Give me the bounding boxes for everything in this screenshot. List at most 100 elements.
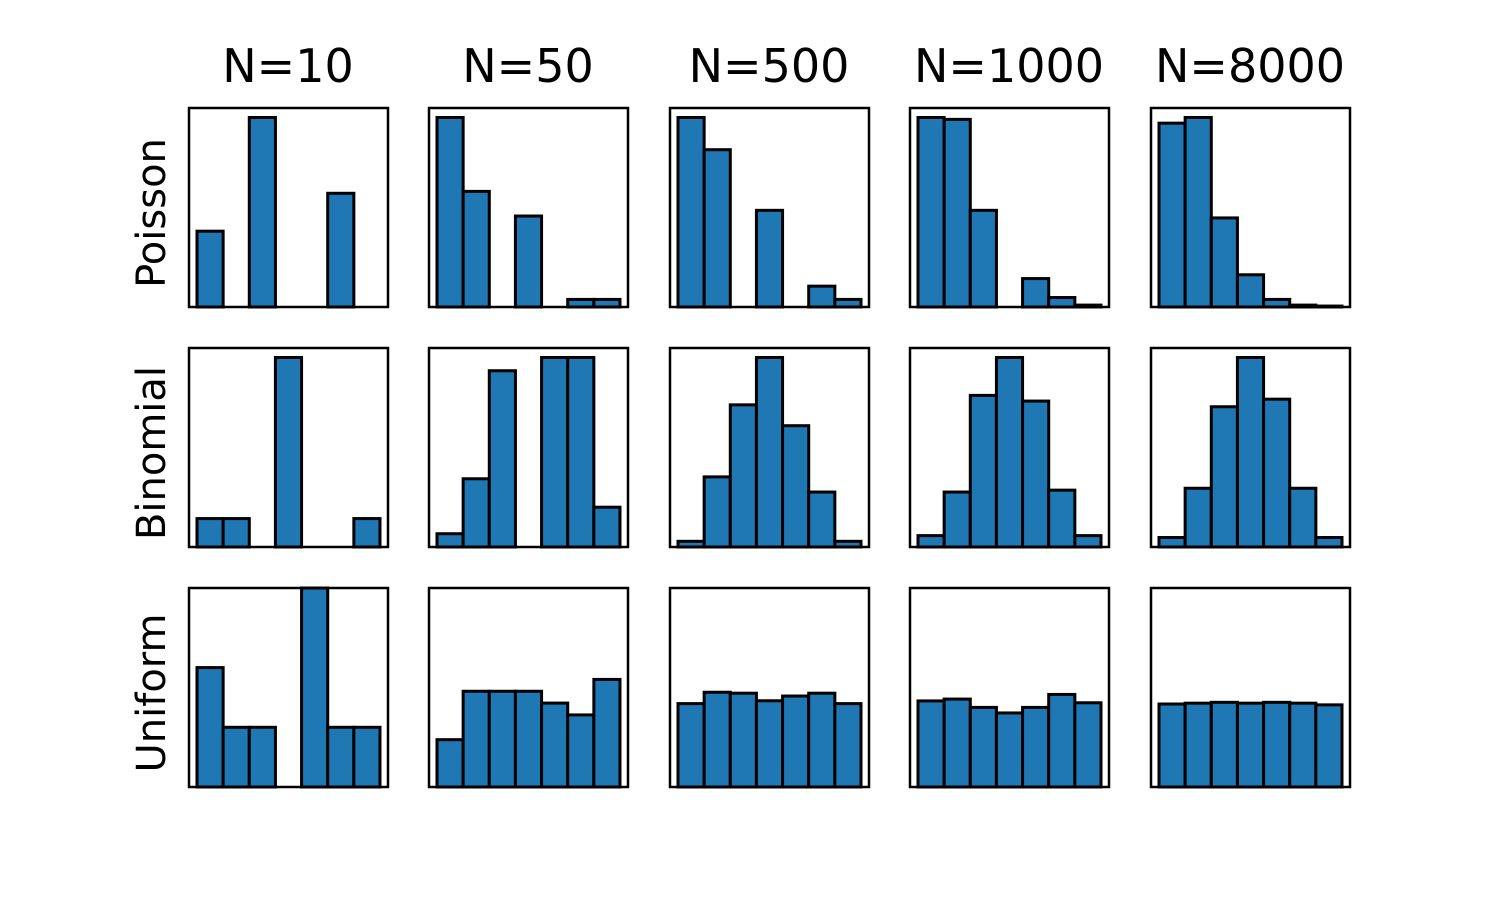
panel-frame xyxy=(1149,586,1352,789)
panel-frame xyxy=(1149,346,1352,549)
histogram-bar xyxy=(1183,701,1213,789)
histogram-bar xyxy=(487,689,517,789)
panel-poisson-n1000 xyxy=(908,106,1111,309)
histogram-bar xyxy=(1314,536,1344,549)
histogram-bar xyxy=(540,701,570,789)
histogram-bar xyxy=(1235,701,1266,789)
panel-binomial-n50 xyxy=(427,346,630,549)
histogram-bar xyxy=(781,694,811,789)
histogram-bar xyxy=(592,505,622,549)
row-label-uniform: Uniform xyxy=(129,613,175,772)
histogram-bar xyxy=(435,738,465,789)
histogram-bar xyxy=(781,424,811,549)
panel-frame xyxy=(668,346,871,549)
column-title-n10: N=10 xyxy=(222,39,354,93)
histogram-bar xyxy=(513,214,544,309)
histogram-bar xyxy=(247,725,277,789)
histogram-bar xyxy=(326,191,356,309)
panel-frame xyxy=(908,586,1111,789)
histogram-bar xyxy=(728,403,758,549)
row-label-binomial: Binomial xyxy=(129,366,175,540)
histogram-bar xyxy=(1021,399,1051,549)
histogram-bar xyxy=(702,690,732,789)
panel-frame xyxy=(427,106,630,309)
column-title-n50: N=50 xyxy=(462,39,594,93)
histogram-bar xyxy=(221,517,251,549)
histogram-bar xyxy=(1314,703,1344,789)
histogram-bar xyxy=(513,689,544,789)
histogram-bar xyxy=(916,534,946,549)
panel-uniform-n50 xyxy=(427,586,630,789)
histogram-bar xyxy=(1235,355,1266,549)
histogram-bar xyxy=(1073,701,1103,789)
histogram-bar xyxy=(221,725,251,789)
histogram-bar xyxy=(195,229,225,309)
histogram-bar xyxy=(326,725,356,789)
histogram-bar xyxy=(968,208,998,309)
histogram-bar xyxy=(1262,397,1292,549)
histogram-bar xyxy=(487,369,517,549)
panel-frame xyxy=(427,586,630,789)
histogram-bar xyxy=(968,393,998,549)
panel-poisson-n500 xyxy=(668,106,871,309)
histogram-bar xyxy=(1157,702,1187,789)
panel-binomial-n8000 xyxy=(1149,346,1352,549)
column-title-n1000: N=1000 xyxy=(914,39,1104,93)
histogram-bar xyxy=(1183,115,1213,309)
histogram-bar xyxy=(968,705,998,789)
histogram-bar xyxy=(195,666,225,789)
histogram-bar xyxy=(1209,216,1239,309)
histogram-bar xyxy=(1262,700,1292,789)
histogram-bar xyxy=(702,148,732,309)
panel-frame xyxy=(668,106,871,309)
histogram-panels xyxy=(187,106,1352,789)
histogram-bar xyxy=(1021,277,1051,309)
panel-uniform-n10 xyxy=(187,586,390,789)
histogram-bar xyxy=(540,355,570,549)
panel-binomial-n10 xyxy=(187,346,390,549)
histogram-bar xyxy=(942,697,972,789)
histogram-bar xyxy=(1209,405,1239,549)
column-titles: N=10 N=50 N=500 N=1000 N=8000 xyxy=(222,39,1345,93)
histogram-bar xyxy=(1047,488,1077,549)
histogram-bar xyxy=(273,355,304,549)
histogram-bar xyxy=(676,115,706,309)
column-title-n8000: N=8000 xyxy=(1155,39,1345,93)
panel-frame xyxy=(908,346,1111,549)
histogram-bar xyxy=(807,691,837,789)
histogram-bar xyxy=(461,689,491,789)
histogram-bar xyxy=(461,477,491,549)
histogram-bar xyxy=(676,702,706,789)
panel-uniform-n8000 xyxy=(1149,586,1352,789)
histogram-bar xyxy=(942,117,972,309)
panel-uniform-n500 xyxy=(668,586,871,789)
panel-frame xyxy=(187,106,390,309)
panel-binomial-n500 xyxy=(668,346,871,549)
histogram-bar xyxy=(916,115,946,309)
histogram-bar xyxy=(352,517,382,549)
histogram-bar xyxy=(942,490,972,549)
row-labels: Poisson Binomial Uniform xyxy=(129,138,175,772)
panel-binomial-n1000 xyxy=(908,346,1111,549)
histogram-bar xyxy=(807,490,837,549)
histogram-bar xyxy=(833,702,863,789)
histogram-bar xyxy=(1047,692,1077,789)
histogram-bar xyxy=(1021,705,1051,789)
histogram-bar xyxy=(994,711,1025,789)
histogram-bar xyxy=(1288,486,1318,549)
panel-uniform-n1000 xyxy=(908,586,1111,789)
histogram-bar xyxy=(702,475,732,549)
histogram-bar xyxy=(1073,534,1103,549)
histogram-bar xyxy=(352,725,382,789)
panel-frame xyxy=(668,586,871,789)
histogram-bar xyxy=(566,355,596,549)
histogram-bar xyxy=(754,355,785,549)
panel-poisson-n50 xyxy=(427,106,630,309)
row-label-poisson: Poisson xyxy=(129,138,175,288)
histogram-bar xyxy=(994,355,1025,549)
histogram-bar xyxy=(1235,273,1266,309)
panel-frame xyxy=(187,586,390,789)
panel-frame xyxy=(1149,106,1352,309)
histogram-bar xyxy=(195,517,225,549)
